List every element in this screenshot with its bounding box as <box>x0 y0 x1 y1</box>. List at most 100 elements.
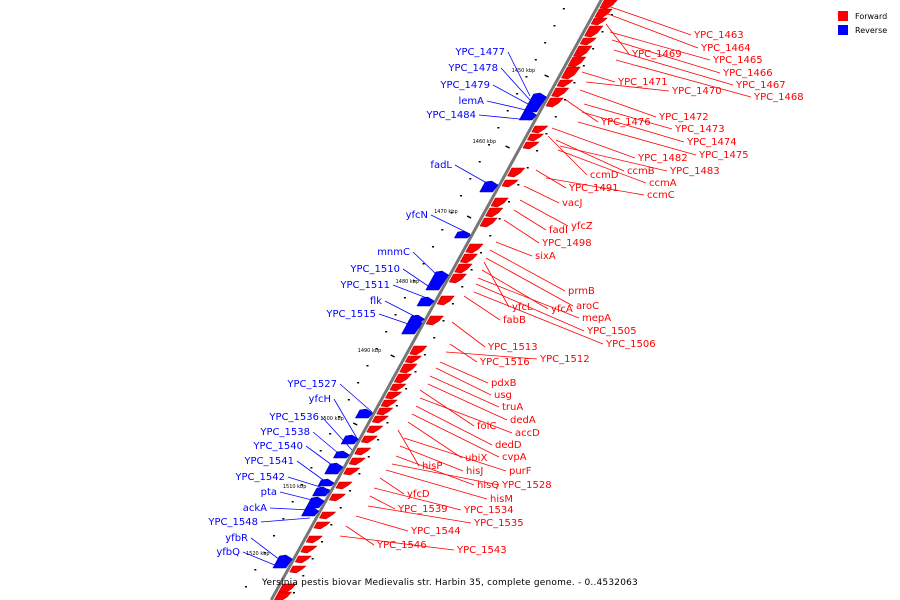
forward-gene <box>313 521 331 530</box>
gene-label-yfcn: yfcN <box>406 210 428 221</box>
track-dot <box>498 218 501 220</box>
leader-line <box>407 421 463 459</box>
leader-line <box>419 397 513 434</box>
track-dot <box>413 280 416 282</box>
gene-label-ypc-1539: YPC_1539 <box>397 504 448 515</box>
tick-mark <box>544 74 549 78</box>
track-dot <box>601 31 604 33</box>
tick-mark <box>390 354 395 358</box>
gene-label-ypc-1472: YPC_1472 <box>658 112 709 123</box>
reverse-gene <box>523 92 547 113</box>
leader-line <box>451 321 486 348</box>
leader-line <box>367 505 472 524</box>
leader-line <box>581 71 616 83</box>
gene-label-ypc-1516: YPC_1516 <box>479 357 530 368</box>
gene-label-hism: hisM <box>490 494 513 505</box>
leader-line <box>519 199 569 227</box>
leader-line <box>477 277 580 319</box>
track-dot <box>386 422 389 424</box>
gene-label-cvpa: cvpA <box>502 452 527 463</box>
leader-line <box>269 507 311 511</box>
forward-gene <box>522 141 540 150</box>
forward-gene <box>343 467 361 476</box>
forward-gene <box>305 535 324 544</box>
gene-label-ypc-1534: YPC_1534 <box>463 505 514 516</box>
track-dot <box>263 552 266 554</box>
track-dot <box>349 490 352 492</box>
gene-label-yfch: yfcH <box>309 394 331 405</box>
leader-line <box>399 445 464 472</box>
track-dot <box>489 235 492 237</box>
track-dot <box>244 586 247 588</box>
track-dot <box>423 354 426 356</box>
gene-label-ypc-1511: YPC_1511 <box>339 280 390 291</box>
leader-line <box>551 127 636 159</box>
forward-gene <box>556 79 574 88</box>
forward-gene <box>278 583 297 594</box>
forward-gene <box>425 315 445 326</box>
gene-label-ypc-1475: YPC_1475 <box>698 150 749 161</box>
leader-line <box>260 517 311 523</box>
gene-label-ypc-1464: YPC_1464 <box>700 43 751 54</box>
leader-line <box>439 361 489 384</box>
gene-features <box>272 0 618 600</box>
forward-gene <box>335 481 353 490</box>
reverse-gene <box>301 506 320 517</box>
forward-gene <box>360 435 379 444</box>
track-dot <box>414 371 417 373</box>
gene-label-fabb: fabB <box>503 315 526 326</box>
gene-label-ypc-1538: YPC_1538 <box>259 427 310 438</box>
gene-label-lema: lemA <box>458 96 484 107</box>
leader-line <box>577 121 697 156</box>
leader-line <box>373 487 462 511</box>
genome-backbone <box>269 0 603 600</box>
leader-line <box>395 455 475 486</box>
legend-entry-reverse: Reverse <box>838 23 887 37</box>
forward-gene <box>501 179 519 188</box>
track-dot <box>441 229 444 231</box>
leader-line <box>279 491 313 501</box>
track-dot <box>442 320 445 322</box>
track-dot <box>321 541 323 543</box>
gene-label-ypc-1477: YPC_1477 <box>454 47 505 58</box>
gene-label-ypc-1478: YPC_1478 <box>447 63 498 74</box>
track-dot <box>478 161 481 163</box>
forward-gene <box>584 25 604 38</box>
forward-gene <box>436 295 456 306</box>
forward-gene <box>599 0 618 10</box>
forward-gene <box>526 133 545 142</box>
track-dot <box>562 8 565 10</box>
gene-label-ypc-1463: YPC_1463 <box>693 30 744 41</box>
track-dot <box>302 575 305 577</box>
forward-gene <box>348 457 366 466</box>
gene-label-prmb: prmB <box>568 286 595 297</box>
forward-gene <box>399 363 418 374</box>
track-dot <box>544 42 547 44</box>
track-dot <box>564 99 567 101</box>
forward-gene <box>371 415 390 424</box>
track-dot <box>497 127 500 129</box>
track-dot <box>431 246 434 248</box>
track-dot <box>385 331 388 333</box>
tick-label: 1460 kbp <box>473 139 497 145</box>
gene-label-ypc-1467: YPC_1467 <box>735 80 786 91</box>
track-dot <box>545 133 548 135</box>
forward-gene <box>300 545 318 554</box>
leader-line <box>475 283 585 332</box>
leader-line <box>609 31 711 61</box>
reverse-gene <box>332 450 351 459</box>
track-dot <box>526 167 529 169</box>
leader-line <box>613 49 734 86</box>
leader-line <box>555 139 625 172</box>
gene-label-ypc-1491: YPC_1491 <box>568 183 619 194</box>
forward-gene <box>560 66 581 80</box>
track-dot <box>534 59 537 61</box>
tick-label: 1490 kbp <box>358 348 382 354</box>
track-dot <box>366 365 369 367</box>
gene-label-ypc-1471: YPC_1471 <box>617 77 668 88</box>
tick-mark <box>466 215 472 219</box>
reverse-gene <box>416 296 435 307</box>
reverse-gene <box>453 230 472 239</box>
gene-label-ypc-1510: YPC_1510 <box>349 264 400 275</box>
track-dot <box>282 518 285 520</box>
